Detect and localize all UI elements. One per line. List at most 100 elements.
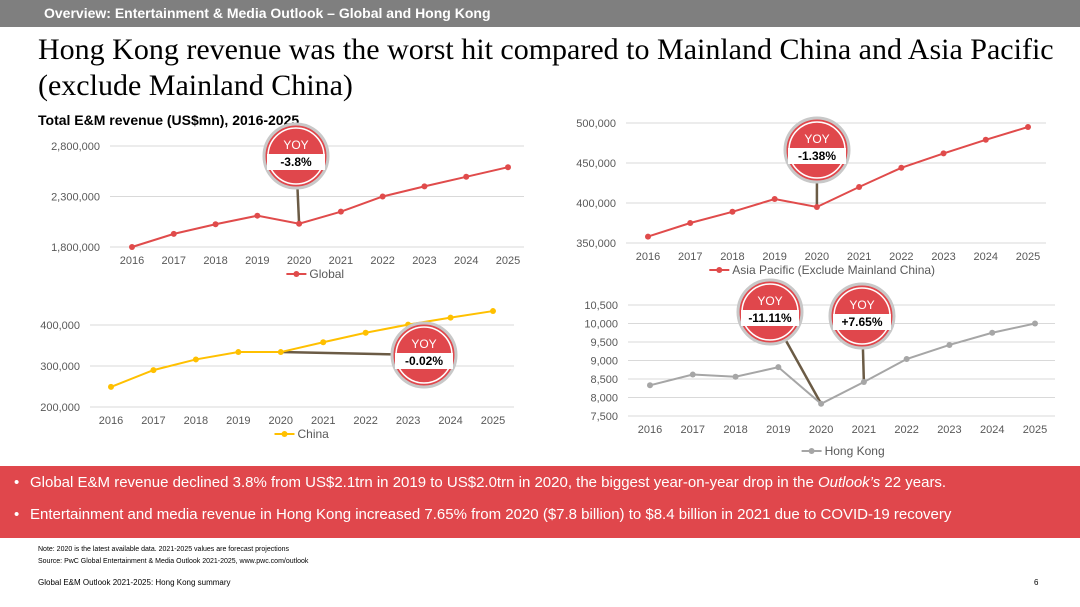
yoy-callout-badge: YOY -3.8% bbox=[262, 122, 330, 190]
x-tick-label: 2023 bbox=[937, 424, 961, 436]
data-point bbox=[320, 339, 327, 346]
x-tick-label: 2020 bbox=[269, 415, 293, 427]
bullet-band: • Global E&M revenue declined 3.8% from U… bbox=[0, 466, 1080, 538]
y-tick-label: 500,000 bbox=[576, 118, 616, 130]
data-point bbox=[362, 329, 369, 336]
y-tick-label: 9,000 bbox=[590, 356, 618, 368]
data-point bbox=[775, 364, 782, 371]
data-point bbox=[277, 349, 284, 356]
x-tick-label: 2021 bbox=[847, 251, 871, 263]
x-tick-label: 2021 bbox=[311, 415, 335, 427]
hongkong-plot: 7,500 8,000 8,500 9,000 9,500 10,000 10,500 201… bbox=[584, 278, 1055, 458]
y-tick-label: 1,800,000 bbox=[51, 242, 100, 254]
header-title: Overview: Entertainment & Media Outlook … bbox=[44, 5, 491, 21]
data-point bbox=[463, 173, 470, 180]
badge-value-band bbox=[267, 154, 325, 170]
x-tick-label: 2021 bbox=[852, 424, 876, 436]
x-tick-label: 2017 bbox=[678, 251, 702, 263]
badge-label: YOY bbox=[757, 294, 782, 308]
data-point bbox=[946, 341, 953, 348]
x-tick-label: 2023 bbox=[412, 255, 436, 267]
page-title: Hong Kong revenue was the worst hit comp… bbox=[38, 33, 1054, 102]
data-point bbox=[254, 212, 261, 219]
badge-value: -3.8% bbox=[280, 155, 312, 169]
badge-value-band bbox=[788, 148, 846, 164]
legend-label: Asia Pacific (Exclude Mainland China) bbox=[732, 263, 935, 277]
data-point bbox=[813, 204, 820, 210]
china-plot: 200,000 300,000 400,000 2016 2017 2018 2019 202… bbox=[40, 308, 514, 441]
data-point bbox=[903, 356, 910, 363]
x-tick-label: 2019 bbox=[226, 415, 250, 427]
x-tick-label: 2018 bbox=[203, 255, 227, 267]
badge-value-band bbox=[833, 314, 891, 330]
bullet-text-2: Entertainment and media revenue in Hong … bbox=[30, 506, 952, 523]
y-tick-label: 400,000 bbox=[576, 198, 616, 210]
x-tick-label: 2025 bbox=[1016, 251, 1040, 263]
x-tick-label: 2019 bbox=[762, 251, 786, 263]
data-point bbox=[447, 314, 454, 321]
y-tick-label: 200,000 bbox=[40, 402, 80, 414]
bullet-text-1-italic: Outlook’s bbox=[817, 474, 881, 491]
yoy-callout-badge: YOY -1.38% bbox=[783, 116, 851, 184]
x-tick-label: 2018 bbox=[723, 424, 747, 436]
data-point bbox=[296, 220, 303, 227]
source-text: Source: PwC Global Entertainment & Media… bbox=[38, 558, 309, 565]
x-tick-label: 2022 bbox=[894, 424, 918, 436]
data-point bbox=[1025, 124, 1031, 130]
yoy-callout-badge: YOY -0.02% bbox=[390, 321, 458, 389]
data-point bbox=[170, 230, 177, 237]
badge-value: -11.11% bbox=[748, 311, 792, 325]
y-tick-label: 10,000 bbox=[584, 319, 618, 331]
yoy-callout-badge: YOY +7.65% bbox=[828, 282, 896, 350]
data-point bbox=[989, 329, 996, 336]
legend-label: Hong Kong bbox=[825, 444, 885, 458]
y-tick-label: 8,000 bbox=[590, 393, 618, 405]
badge-value: -1.38% bbox=[798, 149, 836, 163]
bullet-symbol: • bbox=[14, 474, 20, 491]
data-point bbox=[856, 184, 863, 190]
badge-label: YOY bbox=[411, 337, 436, 351]
y-tick-label: 300,000 bbox=[40, 361, 80, 373]
data-point bbox=[235, 349, 242, 356]
legend-swatch-marker bbox=[808, 448, 815, 454]
x-tick-label: 2020 bbox=[287, 255, 311, 267]
bullet-text-1-end: 22 years. bbox=[880, 474, 947, 491]
header-bar: Overview: Entertainment & Media Outlook … bbox=[0, 0, 1080, 27]
footer-text: Global E&M Outlook 2021-2025: Hong Kong … bbox=[38, 578, 231, 587]
badge-value: +7.65% bbox=[841, 315, 882, 329]
chart-caption: Total E&M revenue (US$mn), 2016-2025 bbox=[38, 112, 300, 128]
data-point bbox=[898, 164, 905, 171]
data-point bbox=[150, 367, 157, 374]
x-tick-label: 2021 bbox=[329, 255, 353, 267]
legend-label: China bbox=[298, 427, 330, 441]
data-point bbox=[129, 244, 135, 250]
legend-swatch-marker bbox=[293, 271, 300, 277]
data-point bbox=[687, 220, 694, 226]
data-point bbox=[108, 383, 114, 390]
x-tick-label: 2020 bbox=[805, 251, 829, 263]
x-tick-label: 2022 bbox=[370, 255, 394, 267]
data-point bbox=[192, 356, 199, 363]
badge-label: YOY bbox=[283, 138, 308, 152]
data-point bbox=[505, 164, 511, 171]
legend-label: Global bbox=[309, 267, 344, 281]
x-tick-label: 2022 bbox=[353, 415, 377, 427]
data-point bbox=[732, 373, 739, 380]
bullet-item: • Global E&M revenue declined 3.8% from U… bbox=[14, 475, 1080, 490]
series-line bbox=[110, 310, 494, 388]
x-tick-label: 2023 bbox=[931, 251, 955, 263]
data-point bbox=[379, 193, 386, 200]
y-tick-label: 2,300,000 bbox=[51, 192, 100, 204]
data-point bbox=[490, 308, 496, 315]
page-number: 6 bbox=[1034, 578, 1039, 587]
x-tick-label: 2024 bbox=[980, 424, 1004, 436]
x-tick-label: 2017 bbox=[141, 415, 165, 427]
data-point bbox=[1032, 320, 1038, 327]
x-tick-label: 2020 bbox=[809, 424, 833, 436]
data-point bbox=[647, 382, 653, 389]
x-tick-label: 2017 bbox=[681, 424, 705, 436]
data-point bbox=[212, 221, 219, 228]
global-plot: 1,800,000 2,300,000 2,800,000 2016 2017 2018 2… bbox=[51, 122, 524, 281]
data-point bbox=[421, 183, 428, 190]
y-tick-label: 450,000 bbox=[576, 158, 616, 170]
